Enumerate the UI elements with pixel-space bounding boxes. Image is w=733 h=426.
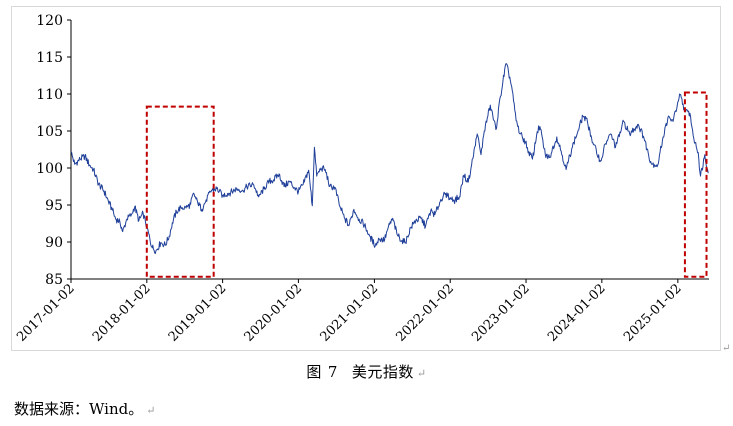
x-tick-label: 2025-01-02	[621, 281, 685, 345]
x-tick-label: 2017-01-02	[14, 281, 78, 345]
series-line-0	[70, 63, 709, 254]
x-tick-label: 2020-01-02	[242, 281, 306, 345]
figure-caption: 图 7 美元指数 ↵	[0, 361, 733, 382]
x-tick-label: 2021-01-02	[318, 281, 382, 345]
y-tick-label: 95	[45, 198, 63, 214]
usd-index-chart: 85 90 95 100 105 110 115 120 2017-01-02 2018-01-0…	[14, 13, 709, 345]
figure-title: 美元指数	[351, 363, 414, 381]
paragraph-mark: ↵	[146, 404, 156, 417]
paragraph-mark: ↵	[416, 367, 427, 380]
x-tick-label: 2024-01-02	[545, 281, 609, 345]
y-tick-label: 85	[45, 272, 63, 288]
y-tick-label: 110	[36, 87, 63, 103]
source-note: 数据来源：Wind。 ↵	[14, 398, 155, 419]
x-tick-label: 2019-01-02	[166, 281, 230, 345]
chart-frame: 85 90 95 100 105 110 115 120 2017-01-02 2018-01-0…	[11, 6, 721, 351]
highlight-box-1	[683, 91, 708, 278]
figure-number: 7	[327, 363, 338, 381]
y-tick-label: 105	[36, 124, 63, 140]
y-tick-label: 115	[36, 50, 63, 66]
y-tick-label: 100	[36, 161, 63, 177]
source-text: 数据来源：Wind。	[14, 400, 144, 418]
y-tick-label: 120	[36, 13, 63, 29]
y-tick-label: 90	[45, 235, 63, 251]
figure-label: 图	[306, 363, 322, 381]
highlight-box-0	[145, 105, 215, 278]
x-tick-label: 2022-01-02	[393, 281, 457, 345]
x-tick-label: 2018-01-02	[90, 281, 154, 345]
paragraph-mark: ↵	[722, 343, 731, 354]
x-tick-label: 2023-01-02	[469, 281, 533, 345]
